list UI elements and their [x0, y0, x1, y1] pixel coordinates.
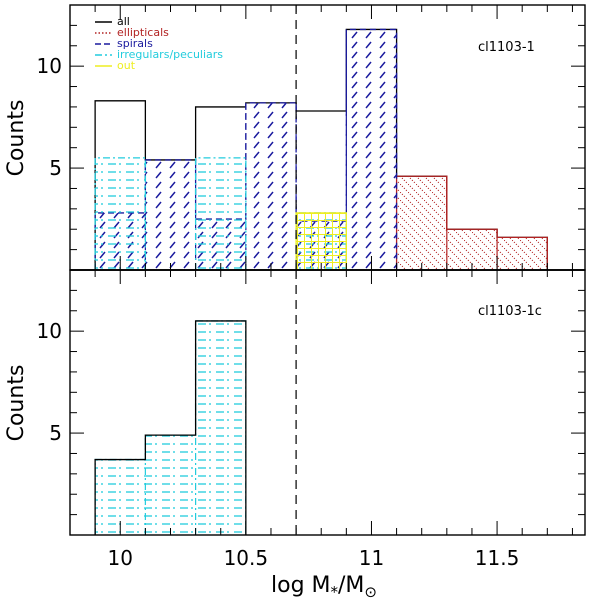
x-tick-labels: 10 10.5 11 11.5	[108, 546, 520, 570]
ytick-label-top-1: 10	[37, 54, 62, 78]
legend: allellipticalsspiralsirregulars/peculiar…	[95, 15, 223, 72]
panel-top: 5 10 cl1103-1 Counts allellipticalsspiral…	[4, 4, 586, 271]
y-axis-title-bottom: Counts	[4, 365, 29, 442]
ytick-label-bottom-0: 5	[49, 421, 62, 445]
outline-out-top-0	[295, 212, 347, 270]
bar-ellipticals-top-0	[396, 176, 447, 270]
ticks-bottom: 5 10	[37, 270, 585, 535]
outline-all-bottom-0	[94, 320, 247, 535]
xtick-label-3: 11.5	[475, 546, 520, 570]
bars-bottom	[94, 320, 247, 535]
x-axis-title-mid: /M	[338, 573, 364, 598]
ytick-label-top-0: 5	[49, 156, 62, 180]
bar-spirals-top-1	[145, 159, 196, 270]
x-axis-title-sub2: ⊙	[364, 583, 377, 601]
x-axis-title-main: log M	[271, 573, 331, 598]
outline-spirals-top-0	[94, 28, 398, 270]
legend-label-out: out	[117, 59, 136, 72]
plot-frame-bottom	[69, 269, 586, 536]
panel-label-bottom: cl1103-1c	[478, 304, 542, 319]
panel-label-top: cl1103-1	[478, 40, 535, 55]
bar-spirals-top-3	[245, 102, 297, 270]
xtick-label-2: 11	[359, 546, 384, 570]
legend-label-spirals: spirals	[117, 37, 153, 50]
bar-spirals-top-5	[346, 29, 397, 271]
panel-bottom: 5 10 cl1103-1c Counts	[4, 269, 586, 536]
outline-ellipticals-top-0	[395, 175, 548, 270]
ytick-label-bottom-1: 10	[37, 319, 62, 343]
legend-label-ellipticals: ellipticals	[117, 26, 169, 39]
y-axis-title-top: Counts	[4, 100, 29, 177]
bar-out-top-0	[296, 212, 347, 270]
xtick-label-0: 10	[108, 546, 133, 570]
x-axis-title: log M*/M⊙	[271, 573, 377, 601]
bar-irregulars-top-1	[195, 157, 246, 270]
outline-irregulars-top-1	[194, 157, 247, 270]
legend-label-irregulars: irregulars/peculiars	[117, 48, 223, 61]
ticks-top: 5 10	[37, 5, 585, 270]
legend-label-all: all	[117, 15, 130, 28]
bar-irregulars-top-0	[95, 157, 146, 270]
bar-irregulars-bottom-1	[145, 435, 196, 535]
outline-irregulars-top-0	[94, 157, 147, 270]
xtick-label-1: 10.5	[224, 546, 269, 570]
bar-irregulars-bottom-2	[195, 320, 246, 535]
x-axis-title-sub1: *	[331, 583, 339, 601]
bars-top	[94, 28, 548, 271]
